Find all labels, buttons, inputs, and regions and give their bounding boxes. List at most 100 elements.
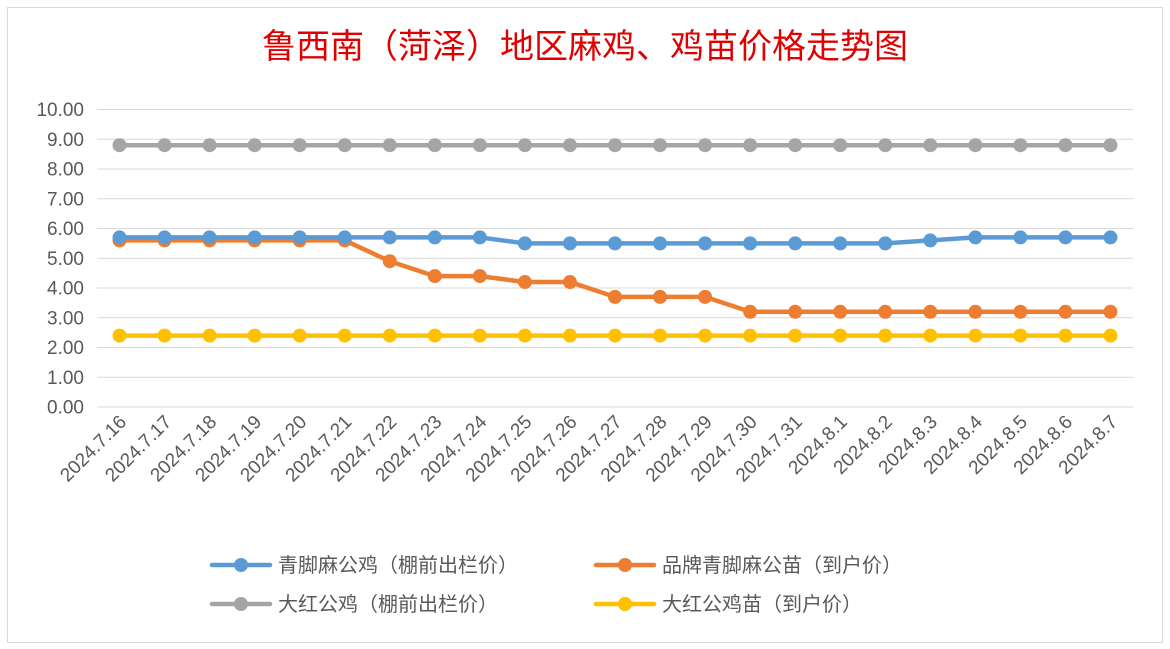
data-point xyxy=(1013,304,1028,319)
data-point xyxy=(833,304,848,319)
data-point xyxy=(968,328,983,343)
series-1 xyxy=(112,230,1118,251)
data-point xyxy=(878,138,893,153)
data-point xyxy=(923,233,938,248)
data-point xyxy=(292,328,307,343)
data-point xyxy=(337,328,352,343)
legend-marker xyxy=(618,597,632,611)
data-point xyxy=(247,328,262,343)
data-point xyxy=(653,236,668,251)
legend-item: 青脚麻公鸡（棚前出栏价） xyxy=(209,553,518,577)
series-3 xyxy=(112,138,1118,153)
data-point xyxy=(112,138,127,153)
legend-marker xyxy=(234,558,248,572)
legend-label: 大红公鸡（棚前出栏价） xyxy=(278,592,498,616)
data-point xyxy=(653,289,668,304)
data-point xyxy=(1103,230,1118,245)
data-point xyxy=(157,230,172,245)
y-tick-label: 1.00 xyxy=(47,368,84,389)
series-4 xyxy=(112,328,1118,343)
data-point xyxy=(427,328,442,343)
data-point xyxy=(157,138,172,153)
data-point xyxy=(743,236,758,251)
y-tick-label: 6.00 xyxy=(47,219,84,240)
data-point xyxy=(1058,304,1073,319)
data-point xyxy=(292,138,307,153)
legend-label: 品牌青脚麻公苗（到户价） xyxy=(662,553,902,577)
data-point xyxy=(202,328,217,343)
data-point xyxy=(472,269,487,284)
data-point xyxy=(968,230,983,245)
legend-marker xyxy=(234,597,248,611)
data-point xyxy=(743,328,758,343)
data-point xyxy=(923,328,938,343)
data-point xyxy=(1103,328,1118,343)
data-point xyxy=(743,138,758,153)
y-tick-label: 2.00 xyxy=(47,338,84,359)
data-point xyxy=(923,304,938,319)
data-point xyxy=(788,304,803,319)
data-point xyxy=(788,138,803,153)
data-point xyxy=(1058,230,1073,245)
data-point xyxy=(608,236,622,251)
data-point xyxy=(833,138,848,153)
data-point xyxy=(472,138,487,153)
legend: 青脚麻公鸡（棚前出栏价） 品牌青脚麻公苗（到户价） 大红公鸡（棚前出栏价） 大红公鸡苗… xyxy=(209,553,902,616)
y-tick-label: 5.00 xyxy=(47,249,84,270)
data-point xyxy=(788,328,803,343)
data-point xyxy=(337,230,352,245)
legend-label: 青脚麻公鸡（棚前出栏价） xyxy=(278,553,518,577)
data-point xyxy=(1103,304,1118,319)
data-point xyxy=(382,138,397,153)
data-point xyxy=(698,328,713,343)
data-point xyxy=(562,275,577,290)
data-point xyxy=(517,275,532,290)
data-point xyxy=(698,236,713,251)
data-point xyxy=(698,138,713,153)
y-tick-label: 3.00 xyxy=(47,308,84,329)
data-point xyxy=(562,138,577,153)
data-point xyxy=(337,138,352,153)
data-point xyxy=(878,304,893,319)
data-point xyxy=(472,230,487,245)
data-point xyxy=(1103,138,1118,153)
data-point xyxy=(833,236,848,251)
data-point xyxy=(1013,138,1028,153)
data-point xyxy=(1058,138,1073,153)
data-point xyxy=(427,269,442,284)
data-point xyxy=(247,230,262,245)
data-point xyxy=(112,230,127,245)
data-point xyxy=(1013,328,1028,343)
data-point xyxy=(157,328,172,343)
y-tick-label: 0.00 xyxy=(47,398,84,419)
data-point xyxy=(112,328,127,343)
data-point xyxy=(517,138,532,153)
data-point xyxy=(382,328,397,343)
data-point xyxy=(382,254,397,269)
data-point xyxy=(247,138,262,153)
legend-label: 大红公鸡苗（到户价） xyxy=(662,592,862,616)
data-point xyxy=(517,328,532,343)
data-point xyxy=(608,289,622,304)
data-point xyxy=(833,328,848,343)
data-point xyxy=(653,328,668,343)
data-point xyxy=(517,236,532,251)
data-point xyxy=(878,236,893,251)
data-point xyxy=(968,304,983,319)
data-point xyxy=(562,236,577,251)
data-point xyxy=(292,230,307,245)
data-point xyxy=(878,328,893,343)
data-point xyxy=(608,138,622,153)
data-point xyxy=(427,138,442,153)
data-point xyxy=(1058,328,1073,343)
data-point xyxy=(202,138,217,153)
legend-marker xyxy=(618,558,632,572)
data-point xyxy=(202,230,217,245)
data-point xyxy=(968,138,983,153)
data-point xyxy=(608,328,622,343)
data-point xyxy=(562,328,577,343)
legend-item: 大红公鸡（棚前出栏价） xyxy=(209,592,498,616)
legend-item: 品牌青脚麻公苗（到户价） xyxy=(593,553,902,577)
